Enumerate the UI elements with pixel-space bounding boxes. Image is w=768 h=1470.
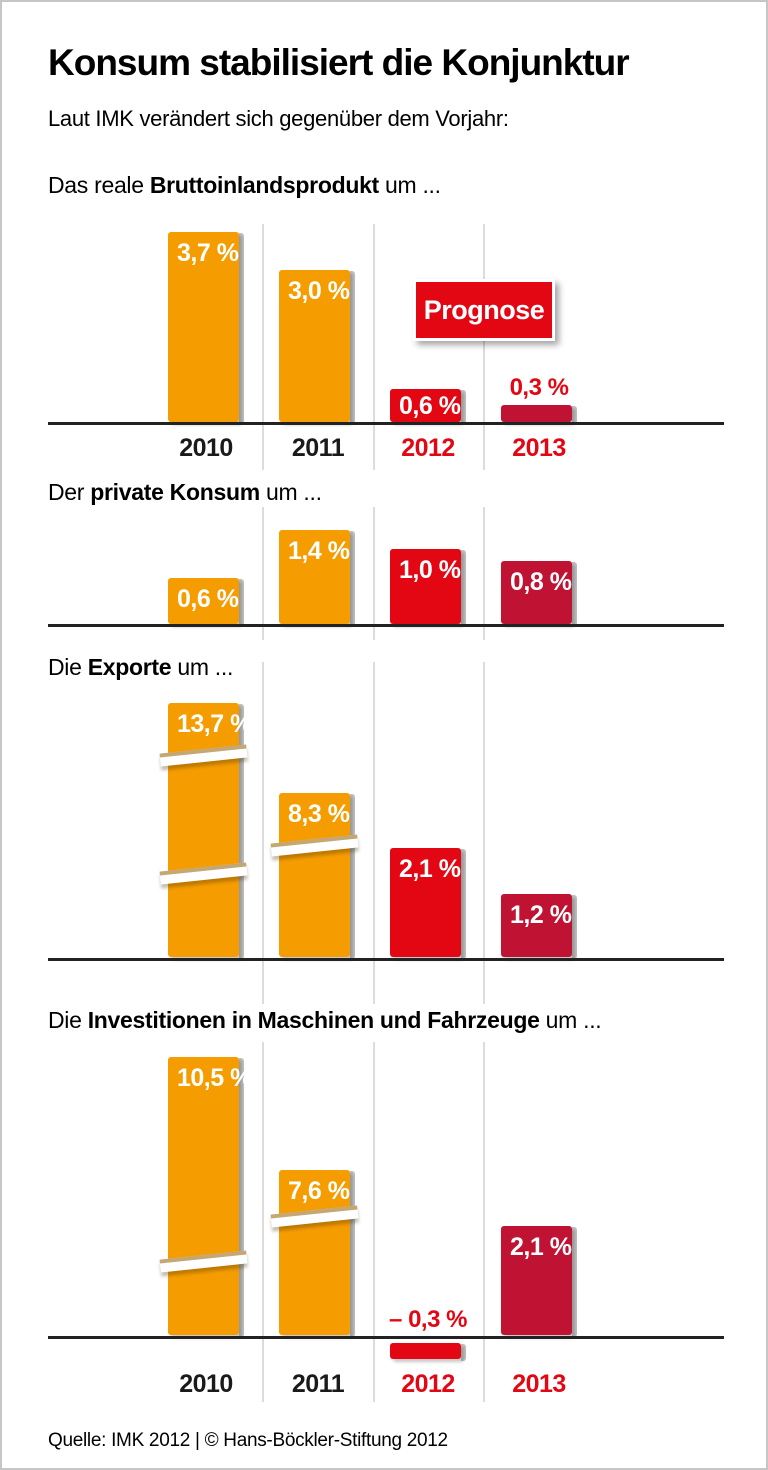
bar-konsum-2010: 0,6 % — [168, 578, 244, 626]
heading-bold: Investitionen in Maschinen und Fahrzeuge — [87, 1007, 540, 1033]
bar-konsum-2012: 1,0 % — [390, 549, 466, 626]
year-label-2011: 2011 — [291, 434, 345, 462]
heading-suffix: um ... — [259, 479, 322, 505]
heading-bold: Bruttoinlandsprodukt — [149, 172, 379, 198]
axis-break — [270, 834, 359, 857]
gridline — [373, 224, 375, 470]
bar-exporte-2011: 8,3 % — [270, 793, 359, 959]
bar-bip-2013 — [501, 405, 577, 424]
bar-investitionen-2013: 2,1 % — [501, 1226, 577, 1337]
heading-bold: private Konsum — [90, 479, 260, 505]
chart-investitionen-heading: Die Investitionen in Maschinen und Fahrz… — [48, 1007, 602, 1034]
bar-value-label-outside: 0,3 % — [509, 374, 569, 401]
bar-value-label: 3,7 % — [177, 239, 239, 267]
chart-konsum-heading: Der private Konsum um ... — [48, 479, 322, 506]
x-axis-investitionen — [48, 1336, 724, 1339]
bar-value-label: 1,2 % — [510, 901, 572, 929]
gridline — [483, 224, 485, 470]
x-axis-konsum — [48, 624, 724, 627]
x-axis-bip — [48, 422, 724, 425]
negative-bar-label: – 0,3 % — [389, 1306, 467, 1333]
gridline — [262, 662, 264, 1004]
axis-break — [159, 862, 248, 885]
heading-prefix: Die — [48, 1007, 88, 1033]
year-label-2012: 2012 — [401, 1370, 455, 1398]
bar-investitionen-2012-negative — [390, 1343, 466, 1361]
heading-suffix: um ... — [171, 654, 234, 680]
gridline — [483, 662, 485, 1004]
bar-value-label: 10,5 % — [177, 1064, 252, 1092]
year-label-2013: 2013 — [512, 1370, 566, 1398]
gridline — [262, 1042, 264, 1402]
bar-value-label: 13,7 % — [177, 710, 252, 738]
year-label-2013: 2013 — [512, 434, 566, 462]
bar-konsum-2013: 0,8 % — [501, 561, 577, 626]
bar-value-label: 1,4 % — [288, 537, 350, 565]
heading-bold: Exporte — [87, 654, 172, 680]
bar-value-label: 3,0 % — [288, 277, 350, 305]
bar-value-label: 0,8 % — [510, 568, 572, 596]
gridline — [373, 507, 375, 640]
gridline — [483, 1042, 485, 1402]
bar-exporte-2012: 2,1 % — [390, 848, 466, 959]
axis-break — [159, 744, 248, 767]
page-subtitle: Laut IMK verändert sich gegenüber dem Vo… — [48, 106, 509, 131]
bar-value-label: 0,6 % — [177, 585, 239, 613]
bar-value-label: 0,6 % — [399, 392, 461, 420]
prognose-badge: Prognose — [413, 279, 555, 341]
bar-value-label: 8,3 % — [288, 800, 350, 828]
heading-prefix: Das reale — [48, 172, 150, 198]
gridline — [373, 1042, 375, 1402]
chart-exporte-heading: Die Exporte um ... — [48, 654, 233, 681]
axis-break — [159, 1250, 248, 1273]
gridline — [262, 507, 264, 640]
year-label-2010: 2010 — [179, 434, 233, 462]
bar-exporte-2010: 13,7 % — [159, 703, 252, 959]
year-label-2012: 2012 — [401, 434, 455, 462]
bar-exporte-2013: 1,2 % — [501, 894, 577, 959]
bar-bip-2012: 0,6 % — [390, 389, 466, 424]
bar-value-label: 2,1 % — [510, 1233, 572, 1261]
chart-bip-heading: Das reale Bruttoinlandsprodukt um ... — [48, 172, 441, 199]
gridline — [483, 507, 485, 640]
gridline — [262, 224, 264, 470]
page-title: Konsum stabilisiert die Konjunktur — [48, 42, 630, 83]
heading-prefix: Der — [48, 479, 91, 505]
bar-investitionen-2010: 10,5 % — [159, 1057, 252, 1337]
bar-konsum-2011: 1,4 % — [279, 530, 355, 626]
bar-value-label: 1,0 % — [399, 556, 461, 584]
axis-break — [270, 1205, 359, 1228]
x-axis-exporte — [48, 958, 724, 961]
bar-value-label: 7,6 % — [288, 1177, 350, 1205]
bar-value-label: 2,1 % — [399, 855, 461, 883]
bar-investitionen-2011: 7,6 % — [270, 1170, 359, 1337]
heading-prefix: Die — [48, 654, 88, 680]
year-label-2010: 2010 — [179, 1370, 233, 1398]
year-label-2011: 2011 — [291, 1370, 345, 1398]
heading-suffix: um ... — [539, 1007, 602, 1033]
gridline — [373, 662, 375, 1004]
bar-bip-2010: 3,7 % — [168, 232, 244, 424]
source-note: Quelle: IMK 2012 | © Hans-Böckler-Stiftu… — [48, 1430, 448, 1451]
bar-bip-2011: 3,0 % — [279, 270, 355, 424]
heading-suffix: um ... — [378, 172, 441, 198]
